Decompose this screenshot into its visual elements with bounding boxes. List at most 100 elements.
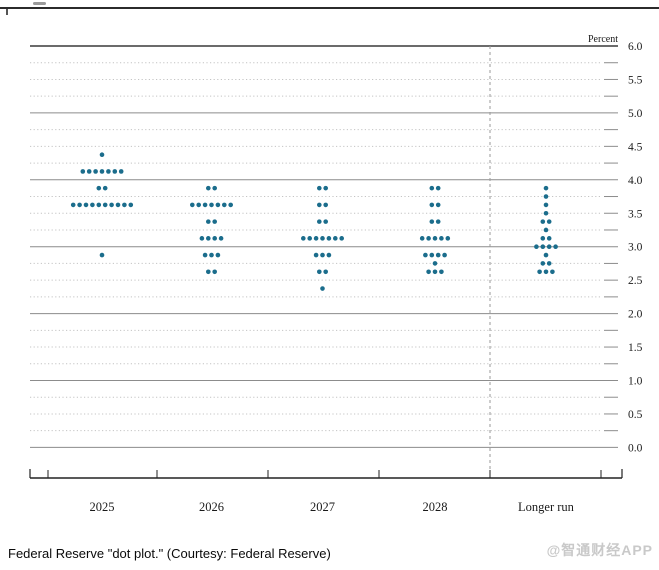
y-axis-label: 6.0 [628, 41, 643, 53]
projection-dot [206, 269, 211, 275]
projection-dot [199, 236, 205, 241]
header-artifact [33, 2, 46, 5]
projection-dot [99, 252, 105, 258]
projection-dot [209, 252, 214, 258]
projection-dot [190, 202, 195, 208]
projection-dot [212, 236, 217, 241]
projection-dot [212, 219, 217, 224]
projection-dot [317, 202, 322, 208]
projection-dot [202, 252, 208, 258]
projection-dot [115, 202, 121, 208]
projection-dot [546, 219, 552, 224]
projection-dot [546, 244, 552, 249]
projection-dot [212, 185, 217, 191]
x-axis-category-label: 2028 [423, 500, 448, 514]
projection-dot [80, 169, 86, 174]
projection-dot [543, 185, 549, 191]
projection-dot [212, 269, 217, 275]
projection-dot [313, 252, 319, 258]
projection-dot [93, 169, 98, 174]
header-artifact-stub [6, 9, 8, 15]
projection-dot [439, 236, 444, 241]
projection-dot [320, 252, 325, 258]
projection-dot [96, 185, 102, 191]
projection-dot [432, 236, 438, 241]
projection-dot [106, 169, 111, 174]
y-axis-label: 3.5 [628, 208, 643, 220]
projection-dot [218, 236, 224, 241]
projection-dot [439, 269, 444, 275]
projection-dot [96, 202, 102, 208]
y-axis-label: 0.0 [628, 442, 643, 454]
projection-dot [70, 202, 76, 208]
projection-dot [435, 185, 441, 191]
y-axis-label: 4.5 [628, 141, 643, 153]
projection-dot [543, 252, 549, 258]
projection-dot [86, 169, 92, 174]
projection-dot [543, 194, 549, 199]
projection-dot [90, 202, 95, 208]
projection-dot [339, 236, 345, 241]
projection-dot [83, 202, 89, 208]
y-axis-label: 4.0 [628, 175, 643, 187]
projection-dot [128, 202, 134, 208]
projection-dot [307, 236, 313, 241]
top-divider-rule [0, 7, 659, 9]
projection-dot [222, 202, 227, 208]
projection-dot [442, 252, 447, 258]
projection-dot [543, 210, 549, 216]
projection-dot [429, 252, 435, 258]
projection-dot [323, 185, 329, 191]
projection-dot [102, 185, 108, 191]
y-axis-label: 2.5 [628, 275, 643, 287]
y-axis-label: 0.5 [628, 409, 643, 421]
y-axis-label: 1.0 [628, 376, 643, 388]
projection-dot [317, 269, 322, 275]
y-axis-label: 5.5 [628, 74, 643, 86]
projection-dot [333, 236, 338, 241]
projection-dot [215, 252, 221, 258]
projection-dot [326, 252, 332, 258]
projection-dot [206, 236, 211, 241]
projection-dot [445, 236, 451, 241]
projection-dot [429, 185, 435, 191]
y-axis-label: 2.0 [628, 309, 643, 321]
projection-dot [435, 252, 441, 258]
projection-dot [122, 202, 127, 208]
projection-dot [426, 269, 431, 275]
projection-dot [326, 236, 332, 241]
projection-dot [317, 219, 322, 224]
projection-dot [202, 202, 208, 208]
y-axis-label: 1.5 [628, 342, 643, 354]
projection-dot [540, 244, 546, 249]
projection-dot [323, 269, 329, 275]
projection-dot [534, 244, 539, 249]
projection-dot [99, 152, 105, 158]
x-axis-category-label: 2026 [199, 500, 224, 514]
projection-dot [196, 202, 201, 208]
projection-dot [109, 202, 114, 208]
y-axis-label: 3.0 [628, 242, 643, 254]
projection-dot [546, 236, 552, 241]
projection-dot [112, 169, 118, 174]
projection-dot [540, 219, 546, 224]
projection-dot [206, 185, 211, 191]
projection-dot [320, 236, 325, 241]
y-axis-label: 5.0 [628, 108, 643, 120]
projection-dot [323, 202, 329, 208]
projection-dot [543, 202, 549, 208]
projection-dot [432, 269, 438, 275]
watermark: @智通财经APP [546, 542, 653, 558]
projection-dot [432, 261, 438, 266]
projection-dot [419, 236, 425, 241]
dot-plot-chart: 6.0 5.5 5.0 4.5 4.0 3.5 3.0 2.5 2.0 1.5 1.0 0.5 0.0 P… [29, 34, 643, 514]
projection-dot [209, 202, 214, 208]
projection-dot [423, 252, 428, 258]
projection-dot [215, 202, 221, 208]
projection-dot [77, 202, 82, 208]
projection-dot [301, 236, 306, 241]
projection-dot [429, 219, 435, 224]
percent-label: Percent [588, 34, 618, 45]
projection-dot [320, 286, 325, 291]
